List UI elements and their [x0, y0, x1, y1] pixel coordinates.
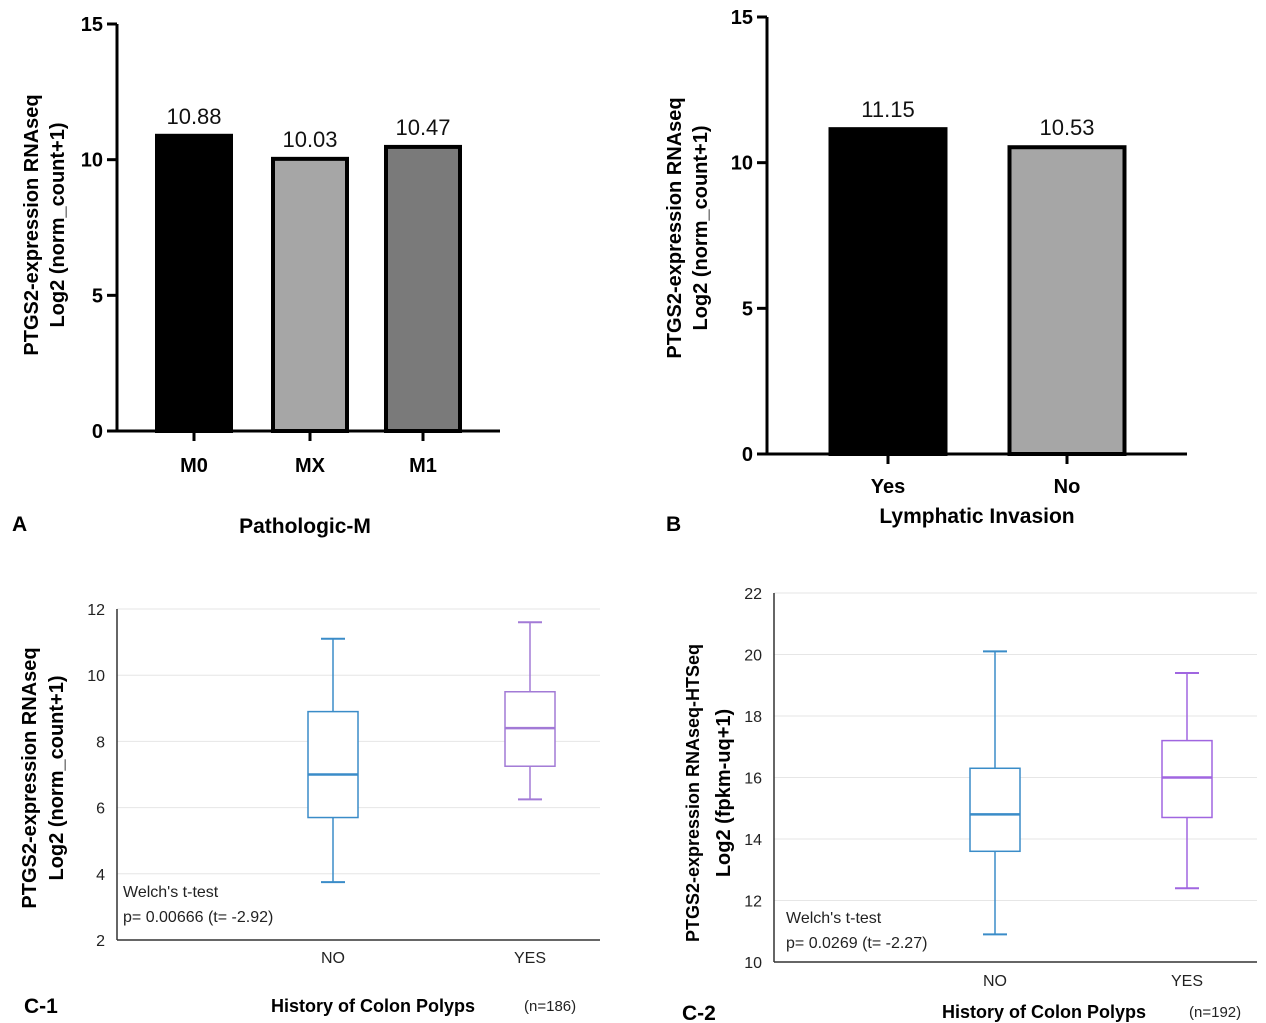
y-tick-label: 16	[744, 771, 762, 788]
bar	[384, 144, 462, 433]
y-tick-label: 10	[81, 150, 103, 172]
iqr-box	[307, 710, 359, 819]
x-tick-label: Yes	[871, 476, 905, 498]
y-tick-label: 4	[96, 867, 105, 884]
panel-label-b: B	[666, 513, 681, 536]
x-tick-label: M1	[409, 455, 437, 477]
chart-a-ylabel-line1: PTGS2-expression RNAseq	[21, 94, 43, 355]
chart-c1-n-label: (n=186)	[524, 998, 576, 1015]
y-tick-label: 14	[744, 832, 762, 849]
y-tick-label: 15	[81, 14, 103, 36]
x-tick-label: YES	[1171, 973, 1203, 990]
chart-c2-pvalue: p= 0.0269 (t= -2.27)	[786, 935, 927, 952]
iqr-box	[1161, 739, 1213, 819]
chart-c2-ylabel-line2: Log2 (fpkm-uq+1)	[713, 709, 735, 877]
chart-c1-ylabel-line2: Log2 (norm_count+1)	[46, 675, 68, 880]
y-tick-label: 6	[96, 801, 105, 818]
x-tick-label: YES	[514, 950, 546, 967]
y-tick-label: 5	[742, 298, 753, 320]
y-tick-label: 22	[744, 586, 762, 603]
x-tick-label: MX	[295, 455, 326, 477]
bar-value-label: 10.53	[1039, 115, 1094, 140]
y-tick-label: 5	[92, 285, 103, 307]
x-tick-label: M0	[180, 455, 208, 477]
bar	[271, 156, 349, 433]
bar	[155, 133, 233, 433]
chart-b-ylabel-line1: PTGS2-expression RNAseq	[664, 97, 686, 358]
chart-c2-ylabel-line1: PTGS2-expression RNAseq-HTSeq	[683, 644, 703, 942]
chart-b-lymphatic-invasion: PTGS2-expression RNAseq Log2 (norm_count…	[664, 7, 1187, 528]
chart-a-xlabel: Pathologic-M	[239, 515, 371, 538]
chart-c1-ylabel-line1: PTGS2-expression RNAseq	[19, 647, 41, 908]
chart-c1-test-name: Welch's t-test	[123, 884, 219, 901]
y-tick-label: 2	[96, 933, 105, 950]
chart-c2-n-label: (n=192)	[1189, 1004, 1241, 1021]
y-tick-label: 0	[742, 444, 753, 466]
bar-value-label: 10.03	[282, 127, 337, 152]
chart-a-pathologic-m: PTGS2-expression RNAseq Log2 (norm_count…	[21, 14, 500, 538]
y-tick-label: 12	[744, 894, 762, 911]
y-tick-label: 20	[744, 648, 762, 665]
chart-c2-xlabel: History of Colon Polyps	[942, 1002, 1146, 1022]
chart-c2-test-name: Welch's t-test	[786, 910, 882, 927]
y-tick-label: 10	[744, 955, 762, 972]
x-tick-label: NO	[321, 950, 345, 967]
chart-c1-colon-polyps: PTGS2-expression RNAseq Log2 (norm_count…	[19, 602, 600, 1016]
chart-b-xlabel: Lymphatic Invasion	[879, 505, 1074, 528]
y-tick-label: 15	[731, 7, 753, 29]
iqr-box	[969, 767, 1021, 853]
chart-c1-xlabel: History of Colon Polyps	[271, 996, 475, 1016]
y-tick-label: 10	[87, 668, 105, 685]
bar-value-label: 11.15	[861, 97, 914, 122]
chart-c1-pvalue: p= 0.00666 (t= -2.92)	[123, 909, 273, 926]
x-tick-label: No	[1054, 476, 1081, 498]
x-tick-label: NO	[983, 973, 1007, 990]
y-tick-label: 10	[731, 153, 753, 175]
bar	[828, 127, 948, 456]
bar-value-label: 10.88	[166, 104, 221, 129]
y-tick-label: 0	[92, 421, 103, 443]
chart-b-ylabel-line2: Log2 (norm_count+1)	[690, 125, 712, 330]
panel-label-c2: C-2	[682, 1002, 716, 1023]
bar-value-label: 10.47	[395, 115, 450, 140]
y-tick-label: 18	[744, 709, 762, 726]
chart-a-ylabel-line2: Log2 (norm_count+1)	[47, 122, 69, 327]
panel-label-c1: C-1	[24, 995, 58, 1018]
y-tick-label: 8	[96, 734, 105, 751]
panel-label-a: A	[12, 513, 27, 536]
bar	[1007, 145, 1127, 456]
y-tick-label: 12	[87, 602, 105, 619]
chart-c2-colon-polyps: PTGS2-expression RNAseq-HTSeq Log2 (fpkm…	[683, 586, 1257, 1022]
